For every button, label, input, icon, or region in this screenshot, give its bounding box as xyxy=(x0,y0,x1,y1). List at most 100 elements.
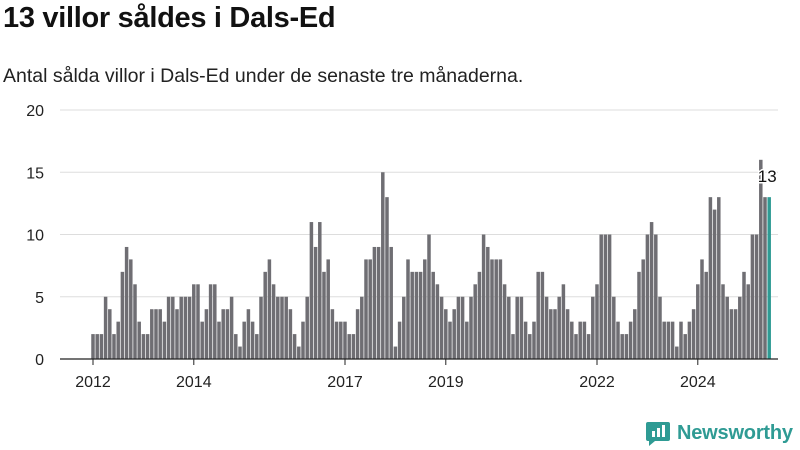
bar xyxy=(591,296,595,359)
bar xyxy=(465,321,469,359)
bar xyxy=(334,321,339,359)
bar xyxy=(494,259,498,359)
bar xyxy=(658,296,662,359)
bar xyxy=(208,284,213,359)
bar xyxy=(166,296,171,359)
y-tick-label: 0 xyxy=(35,352,44,369)
bar xyxy=(99,334,104,359)
bar xyxy=(704,271,708,359)
bar xyxy=(452,309,456,359)
bar xyxy=(322,271,326,359)
bar xyxy=(339,321,343,359)
bar xyxy=(696,284,700,359)
bar xyxy=(473,284,477,359)
bar xyxy=(103,296,108,359)
bar xyxy=(406,259,410,359)
bar xyxy=(313,246,318,359)
bar xyxy=(649,222,654,359)
bar xyxy=(347,334,351,359)
y-tick-label: 5 xyxy=(35,290,44,307)
bar xyxy=(687,321,692,359)
bar xyxy=(557,296,561,359)
bar xyxy=(292,334,297,359)
bar xyxy=(116,321,120,359)
bar xyxy=(582,321,587,359)
bar xyxy=(746,284,750,359)
bar xyxy=(725,296,729,359)
bar xyxy=(750,234,755,359)
bar xyxy=(427,234,431,359)
bar xyxy=(456,296,461,359)
bar xyxy=(368,259,372,359)
bar xyxy=(553,309,557,359)
y-tick-label: 20 xyxy=(26,103,44,120)
bar xyxy=(502,284,507,359)
chart-subtitle: Antal sålda villor i Dals-Ed under de se… xyxy=(3,65,524,87)
bar xyxy=(301,321,305,359)
bar xyxy=(360,296,364,359)
bar xyxy=(221,309,225,359)
bar xyxy=(158,309,162,359)
bar xyxy=(179,296,183,359)
bar xyxy=(318,222,322,359)
bar xyxy=(721,284,725,359)
x-tick-label: 2024 xyxy=(680,374,716,391)
bar xyxy=(267,259,272,359)
bar xyxy=(259,296,263,359)
bar xyxy=(519,296,524,359)
bar xyxy=(675,346,679,359)
bar xyxy=(586,334,591,359)
bar xyxy=(234,334,238,359)
x-tick-label: 2014 xyxy=(176,374,212,391)
bar xyxy=(229,296,234,359)
bar xyxy=(355,309,360,359)
bar xyxy=(481,234,486,359)
bar xyxy=(448,321,452,359)
bars xyxy=(91,159,771,359)
bar xyxy=(376,246,381,359)
bar xyxy=(498,259,503,359)
bar xyxy=(255,334,259,359)
bar xyxy=(137,321,141,359)
y-tick-label: 15 xyxy=(26,165,44,182)
bar xyxy=(129,259,133,359)
bar xyxy=(620,334,624,359)
bar xyxy=(507,296,511,359)
bar xyxy=(280,296,284,359)
bar xyxy=(624,334,629,359)
bar xyxy=(250,321,255,359)
bar xyxy=(120,271,125,359)
bar xyxy=(679,321,683,359)
bar xyxy=(738,296,742,359)
bar xyxy=(372,246,377,359)
bar xyxy=(225,309,230,359)
bar xyxy=(108,309,112,359)
bar xyxy=(612,296,616,359)
bar xyxy=(393,346,398,359)
bar xyxy=(410,271,414,359)
bar xyxy=(729,309,734,359)
bar xyxy=(708,197,713,359)
bar xyxy=(549,309,553,359)
bar xyxy=(490,259,494,359)
bar xyxy=(431,271,435,359)
bar xyxy=(645,234,650,359)
bar xyxy=(763,197,767,359)
bar xyxy=(238,346,242,359)
bar xyxy=(599,234,603,359)
bar xyxy=(150,309,154,359)
bar xyxy=(414,271,419,359)
bar xyxy=(528,334,532,359)
bar xyxy=(418,271,423,359)
gridlines xyxy=(60,109,778,298)
bar xyxy=(561,284,566,359)
bar xyxy=(204,309,209,359)
bar xyxy=(544,296,549,359)
x-tick-label: 2019 xyxy=(428,374,464,391)
bar xyxy=(603,234,608,359)
bar xyxy=(284,296,288,359)
bar xyxy=(246,309,251,359)
y-tick-label: 10 xyxy=(26,228,44,245)
bar xyxy=(171,296,175,359)
